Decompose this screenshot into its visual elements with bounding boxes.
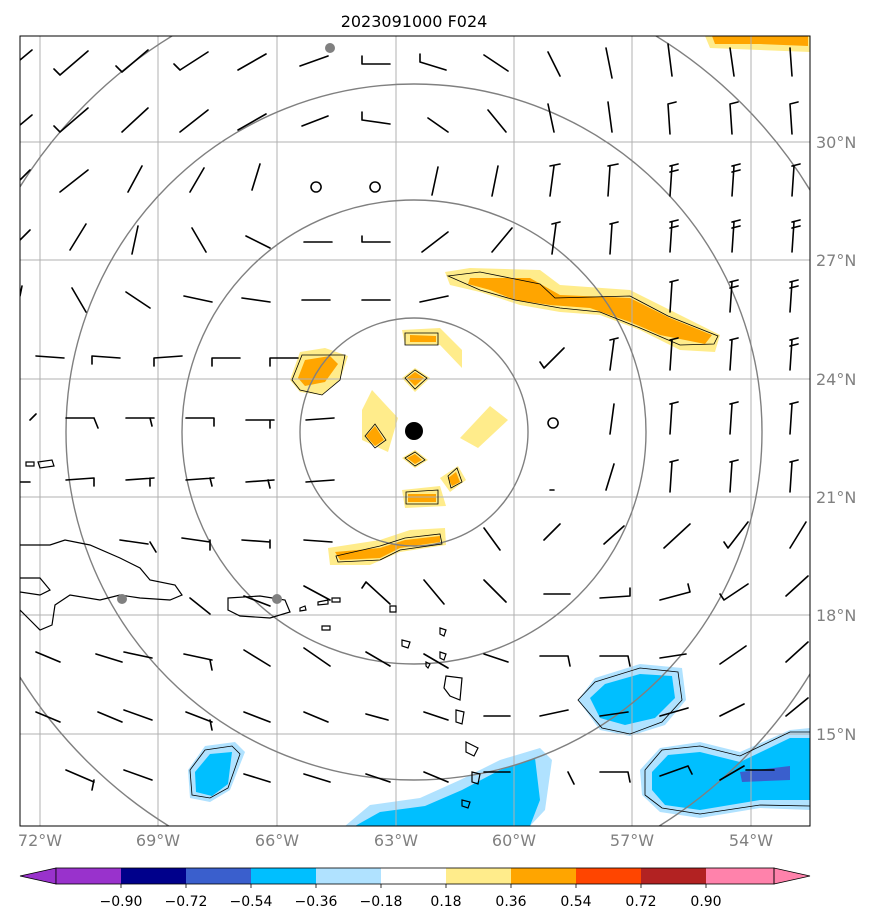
colorbar-tick-label: −0.72 (165, 894, 208, 910)
colorbar-tick-labels: −0.90 −0.72 −0.54 −0.36 −0.18 0.18 0.36 … (100, 894, 722, 910)
lat-label-15n: 15°N (816, 725, 856, 744)
colorbar-segment-2 (121, 868, 186, 884)
colorbar-low-extension (19, 867, 57, 885)
lat-label-27n: 27°N (816, 251, 856, 270)
colorbar-segment-3 (186, 868, 251, 884)
lon-label-57w: 57°W (610, 831, 654, 850)
colorbar-tick-marks (120, 884, 707, 888)
colorbar-tick-label: −0.36 (295, 894, 338, 910)
colorbar-high-extension (773, 867, 811, 885)
colorbar-tick-label: −0.54 (230, 894, 273, 910)
colorbar-tick-label: 0.72 (625, 894, 656, 910)
lon-label-72w: 72°W (18, 831, 62, 850)
map-area (20, 36, 810, 826)
coastlines (20, 459, 481, 809)
lon-label-54w: 54°W (729, 831, 773, 850)
contour-lines (189, 271, 810, 815)
colorbar-tick-label: 0.18 (430, 894, 461, 910)
colorbar: −0.90 −0.72 −0.54 −0.36 −0.18 0.18 0.36 … (19, 867, 811, 910)
colorbar-segment-7 (446, 868, 511, 884)
latitude-labels: 30°N 27°N 24°N 21°N 18°N 15°N (816, 133, 856, 744)
lon-label-66w: 66°W (255, 831, 299, 850)
colorbar-segment-9 (576, 868, 641, 884)
longitude-labels: 72°W 69°W 66°W 63°W 60°W 57°W 54°W (18, 831, 773, 850)
lat-label-21n: 21°N (816, 488, 856, 507)
lon-label-69w: 69°W (136, 831, 180, 850)
negative-anomaly-shading (188, 664, 810, 826)
colorbar-tick-label: 0.90 (690, 894, 721, 910)
colorbar-tick-label: 0.36 (495, 894, 526, 910)
graticule (20, 36, 810, 826)
lat-label-30n: 30°N (816, 133, 856, 152)
colorbar-segment-8 (511, 868, 576, 884)
lon-label-60w: 60°W (492, 831, 536, 850)
lon-label-63w: 63°W (374, 831, 418, 850)
colorbar-segment-1 (56, 868, 121, 884)
colorbar-tick-label: −0.90 (100, 894, 143, 910)
colorbar-segment-4 (251, 868, 316, 884)
lat-label-24n: 24°N (816, 370, 856, 389)
colorbar-segment-11 (706, 868, 774, 884)
colorbar-segment-5 (316, 868, 381, 884)
figure-title: 2023091000 F024 (341, 12, 488, 31)
map-frame (19, 35, 811, 827)
ring-markers (117, 43, 335, 604)
storm-center-marker (405, 422, 423, 440)
colorbar-tick-label: 0.54 (560, 894, 591, 910)
colorbar-segment-10 (641, 868, 706, 884)
lat-label-18n: 18°N (816, 606, 856, 625)
colorbar-segment-6 (381, 868, 446, 884)
wind-barbs (20, 43, 809, 791)
colorbar-tick-label: −0.18 (360, 894, 403, 910)
colorbar-frame (55, 867, 775, 885)
range-rings (20, 36, 810, 826)
